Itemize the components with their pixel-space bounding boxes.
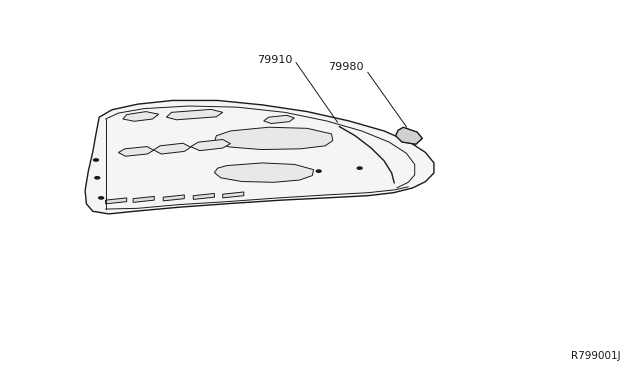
Polygon shape [123,112,159,121]
Text: 79980: 79980 [328,62,364,72]
Polygon shape [118,147,154,156]
Polygon shape [191,140,230,151]
Polygon shape [193,193,214,199]
Polygon shape [85,100,434,214]
Polygon shape [214,127,333,150]
Text: 79910: 79910 [257,55,293,64]
Circle shape [316,169,322,173]
Polygon shape [264,115,294,124]
Polygon shape [214,163,314,182]
Polygon shape [223,192,244,198]
Polygon shape [163,195,184,201]
Circle shape [94,176,100,180]
Polygon shape [133,196,154,202]
Polygon shape [154,143,191,154]
Circle shape [93,158,99,162]
Polygon shape [166,109,223,120]
Circle shape [356,166,363,170]
Text: R799001J: R799001J [571,351,621,361]
Polygon shape [396,127,422,144]
Circle shape [98,196,104,200]
Polygon shape [106,198,127,204]
